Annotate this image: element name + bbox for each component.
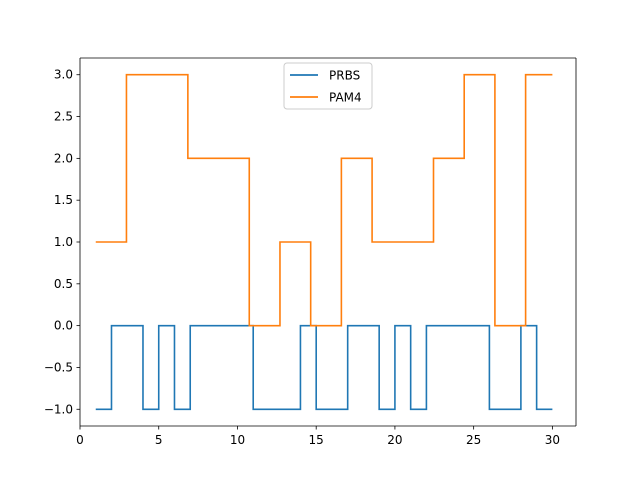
- x-tick-label: 30: [545, 433, 560, 447]
- x-axis-ticks: 0 5 10 15 20 25 30: [76, 426, 560, 447]
- y-tick-label: 3.0: [54, 68, 73, 82]
- x-tick-label: 10: [230, 433, 245, 447]
- y-tick-label: 0.5: [54, 277, 73, 291]
- plot-area: 0 5 10 15 20 25 30 −1.0 −0.5 0.0 0.5 1.0 1.5 2.0 2.5 3…: [44, 57, 577, 447]
- legend-label-prbs: PRBS: [329, 69, 360, 83]
- x-tick-label: 5: [155, 433, 163, 447]
- axes-background: [80, 58, 576, 426]
- legend: PRBS PAM4: [283, 62, 373, 110]
- series-line-prbs: [95, 324, 553, 411]
- y-tick-label: −1.0: [44, 402, 73, 416]
- series-layer: [95, 73, 553, 411]
- y-tick-label: 1.5: [54, 193, 73, 207]
- legend-label-pam4: PAM4: [329, 91, 362, 105]
- y-axis-ticks: −1.0 −0.5 0.0 0.5 1.0 1.5 2.0 2.5 3.0: [44, 68, 80, 416]
- y-tick-label: 2.5: [54, 110, 73, 124]
- y-tick-label: 1.0: [54, 235, 73, 249]
- y-tick-label: 0.0: [54, 319, 73, 333]
- y-tick-label: −0.5: [44, 360, 73, 374]
- x-tick-label: 0: [76, 433, 84, 447]
- x-tick-label: 20: [387, 433, 402, 447]
- x-tick-label: 15: [309, 433, 324, 447]
- y-tick-label: 2.0: [54, 151, 73, 165]
- series-line-pam4: [95, 73, 553, 327]
- x-tick-label: 25: [466, 433, 481, 447]
